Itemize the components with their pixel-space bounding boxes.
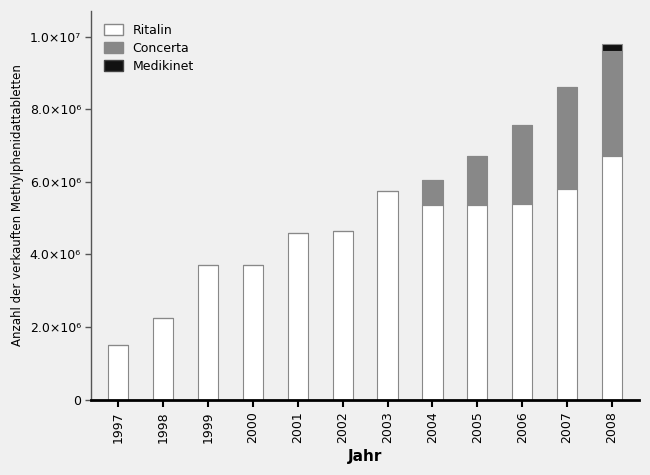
Bar xyxy=(243,266,263,399)
Legend: Ritalin, Concerta, Medikinet: Ritalin, Concerta, Medikinet xyxy=(98,18,200,79)
Bar xyxy=(557,87,577,189)
Bar xyxy=(467,156,488,205)
Bar xyxy=(512,204,532,399)
Y-axis label: Anzahl der verkauften Methylphenidattabletten: Anzahl der verkauften Methylphenidattabl… xyxy=(11,65,24,346)
Bar xyxy=(108,345,128,399)
Bar xyxy=(378,191,398,399)
Bar xyxy=(512,125,532,204)
Bar xyxy=(422,205,443,399)
Bar xyxy=(198,266,218,399)
Bar xyxy=(153,318,174,399)
Bar xyxy=(333,231,353,399)
X-axis label: Jahr: Jahr xyxy=(348,449,382,464)
Bar xyxy=(467,205,488,399)
Bar xyxy=(557,189,577,399)
Bar xyxy=(602,51,622,156)
Bar xyxy=(288,233,308,399)
Bar xyxy=(602,156,622,399)
Bar xyxy=(422,180,443,205)
Bar xyxy=(602,44,622,51)
